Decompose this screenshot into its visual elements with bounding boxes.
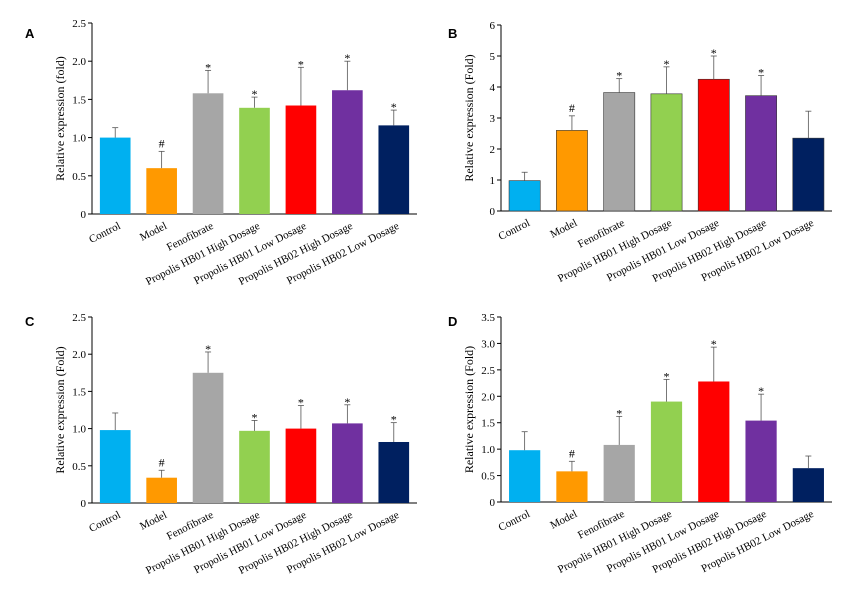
panel-letter: B	[448, 26, 457, 41]
y-tick-label: 2.0	[72, 56, 86, 68]
category-label: Model	[548, 217, 579, 241]
bar	[99, 137, 131, 214]
y-tick-label: 1.5	[72, 94, 86, 106]
significance-mark: *	[664, 57, 670, 71]
bar	[650, 93, 683, 212]
y-tick-label: 1	[490, 175, 496, 187]
y-tick-label: 0.5	[72, 171, 86, 183]
bar	[509, 450, 541, 502]
y-axis-label: Relative expression (fold)	[53, 56, 67, 181]
category-label: Control	[497, 508, 532, 534]
significance-mark: *	[298, 57, 304, 71]
significance-mark: *	[758, 66, 764, 80]
bar	[285, 428, 317, 503]
panel-letter: A	[25, 26, 35, 41]
y-tick-label: 6	[490, 20, 496, 32]
bar	[239, 107, 270, 214]
bar	[603, 92, 636, 212]
significance-mark: #	[159, 136, 165, 150]
category-label: Control	[87, 220, 122, 246]
category-label: Model	[138, 509, 169, 533]
y-tick-label: 4	[490, 82, 496, 94]
y-tick-label: 1.0	[72, 424, 86, 436]
bar	[192, 93, 224, 214]
significance-mark: *	[758, 384, 764, 398]
bar	[556, 471, 588, 502]
significance-mark: *	[298, 396, 304, 410]
bar	[697, 78, 730, 212]
significance-mark: *	[252, 410, 258, 424]
y-tick-label: 0.5	[72, 461, 86, 473]
y-tick-label: 3	[490, 113, 496, 125]
y-axis-label: Relative expression (Fold)	[53, 346, 67, 473]
significance-mark: *	[711, 337, 717, 351]
significance-mark: *	[664, 369, 670, 383]
significance-mark: *	[711, 46, 717, 60]
y-tick-label: 1.0	[72, 133, 86, 145]
bar	[745, 95, 777, 212]
significance-mark: #	[569, 101, 575, 115]
significance-mark: #	[159, 455, 165, 469]
bar	[239, 430, 270, 503]
panel-letter: D	[448, 314, 457, 329]
significance-mark: *	[205, 60, 211, 74]
category-label: Control	[497, 217, 532, 243]
panel-c: C 0 0.5 1.0 1.5 2.0 2.5 Relative expression (F…	[25, 312, 417, 577]
significance-mark: *	[616, 69, 622, 83]
bar	[508, 180, 541, 212]
bar	[285, 105, 317, 214]
significance-mark: *	[391, 413, 397, 427]
bar	[792, 468, 824, 502]
y-tick-label: 3.5	[481, 312, 495, 324]
y-axis-label: Relative expression (Fold)	[462, 54, 476, 181]
y-tick-label: 0	[490, 497, 496, 509]
bar	[745, 420, 777, 502]
category-label: Model	[548, 508, 579, 532]
bar	[603, 444, 635, 502]
bar	[378, 125, 410, 214]
significance-mark: *	[344, 51, 350, 65]
y-tick-label: 2.0	[481, 391, 495, 403]
panel-d: D 0 0.5 1.0 1.5 2.0 2.5 3.0 3.5 Relative express…	[448, 312, 832, 576]
significance-mark: *	[616, 406, 622, 420]
bar	[146, 477, 177, 503]
category-label: Model	[138, 220, 169, 244]
y-tick-label: 1.5	[481, 418, 495, 430]
bar	[650, 401, 683, 502]
panel-a: A 0 0.5 1.0 1.5 2.0 2.5 Relative expression (f…	[25, 18, 417, 288]
y-axis-label: Relative expression (Fold)	[462, 346, 476, 473]
y-tick-label: 2.5	[72, 312, 86, 324]
bar	[99, 430, 131, 503]
y-tick-label: 0	[490, 206, 496, 218]
bar	[698, 381, 730, 502]
bar	[556, 130, 588, 212]
bar	[332, 90, 363, 214]
y-tick-label: 0	[81, 209, 87, 221]
y-tick-label: 2.0	[72, 349, 86, 361]
bar	[792, 137, 825, 212]
bar	[192, 372, 224, 503]
y-tick-label: 0.5	[481, 471, 495, 483]
y-tick-label: 2	[490, 144, 496, 156]
y-tick-label: 3.0	[481, 338, 495, 350]
y-tick-label: 5	[490, 51, 496, 63]
panel-letter: C	[25, 314, 35, 329]
bar	[146, 168, 177, 214]
significance-mark: #	[569, 446, 575, 460]
significance-mark: *	[344, 395, 350, 409]
bar	[378, 441, 410, 503]
category-label: Control	[87, 509, 122, 535]
significance-mark: *	[252, 87, 258, 101]
y-tick-label: 2.5	[481, 365, 495, 377]
significance-mark: *	[391, 100, 397, 114]
y-tick-label: 2.5	[72, 18, 86, 30]
y-tick-label: 1.0	[481, 444, 495, 456]
bar	[332, 423, 363, 503]
y-tick-label: 0	[81, 498, 87, 510]
significance-mark: *	[205, 342, 211, 356]
y-tick-label: 1.5	[72, 386, 86, 398]
panel-b: B 0 1 2 3 4 5 6 Relative expression (Fold) Contr…	[448, 20, 832, 285]
